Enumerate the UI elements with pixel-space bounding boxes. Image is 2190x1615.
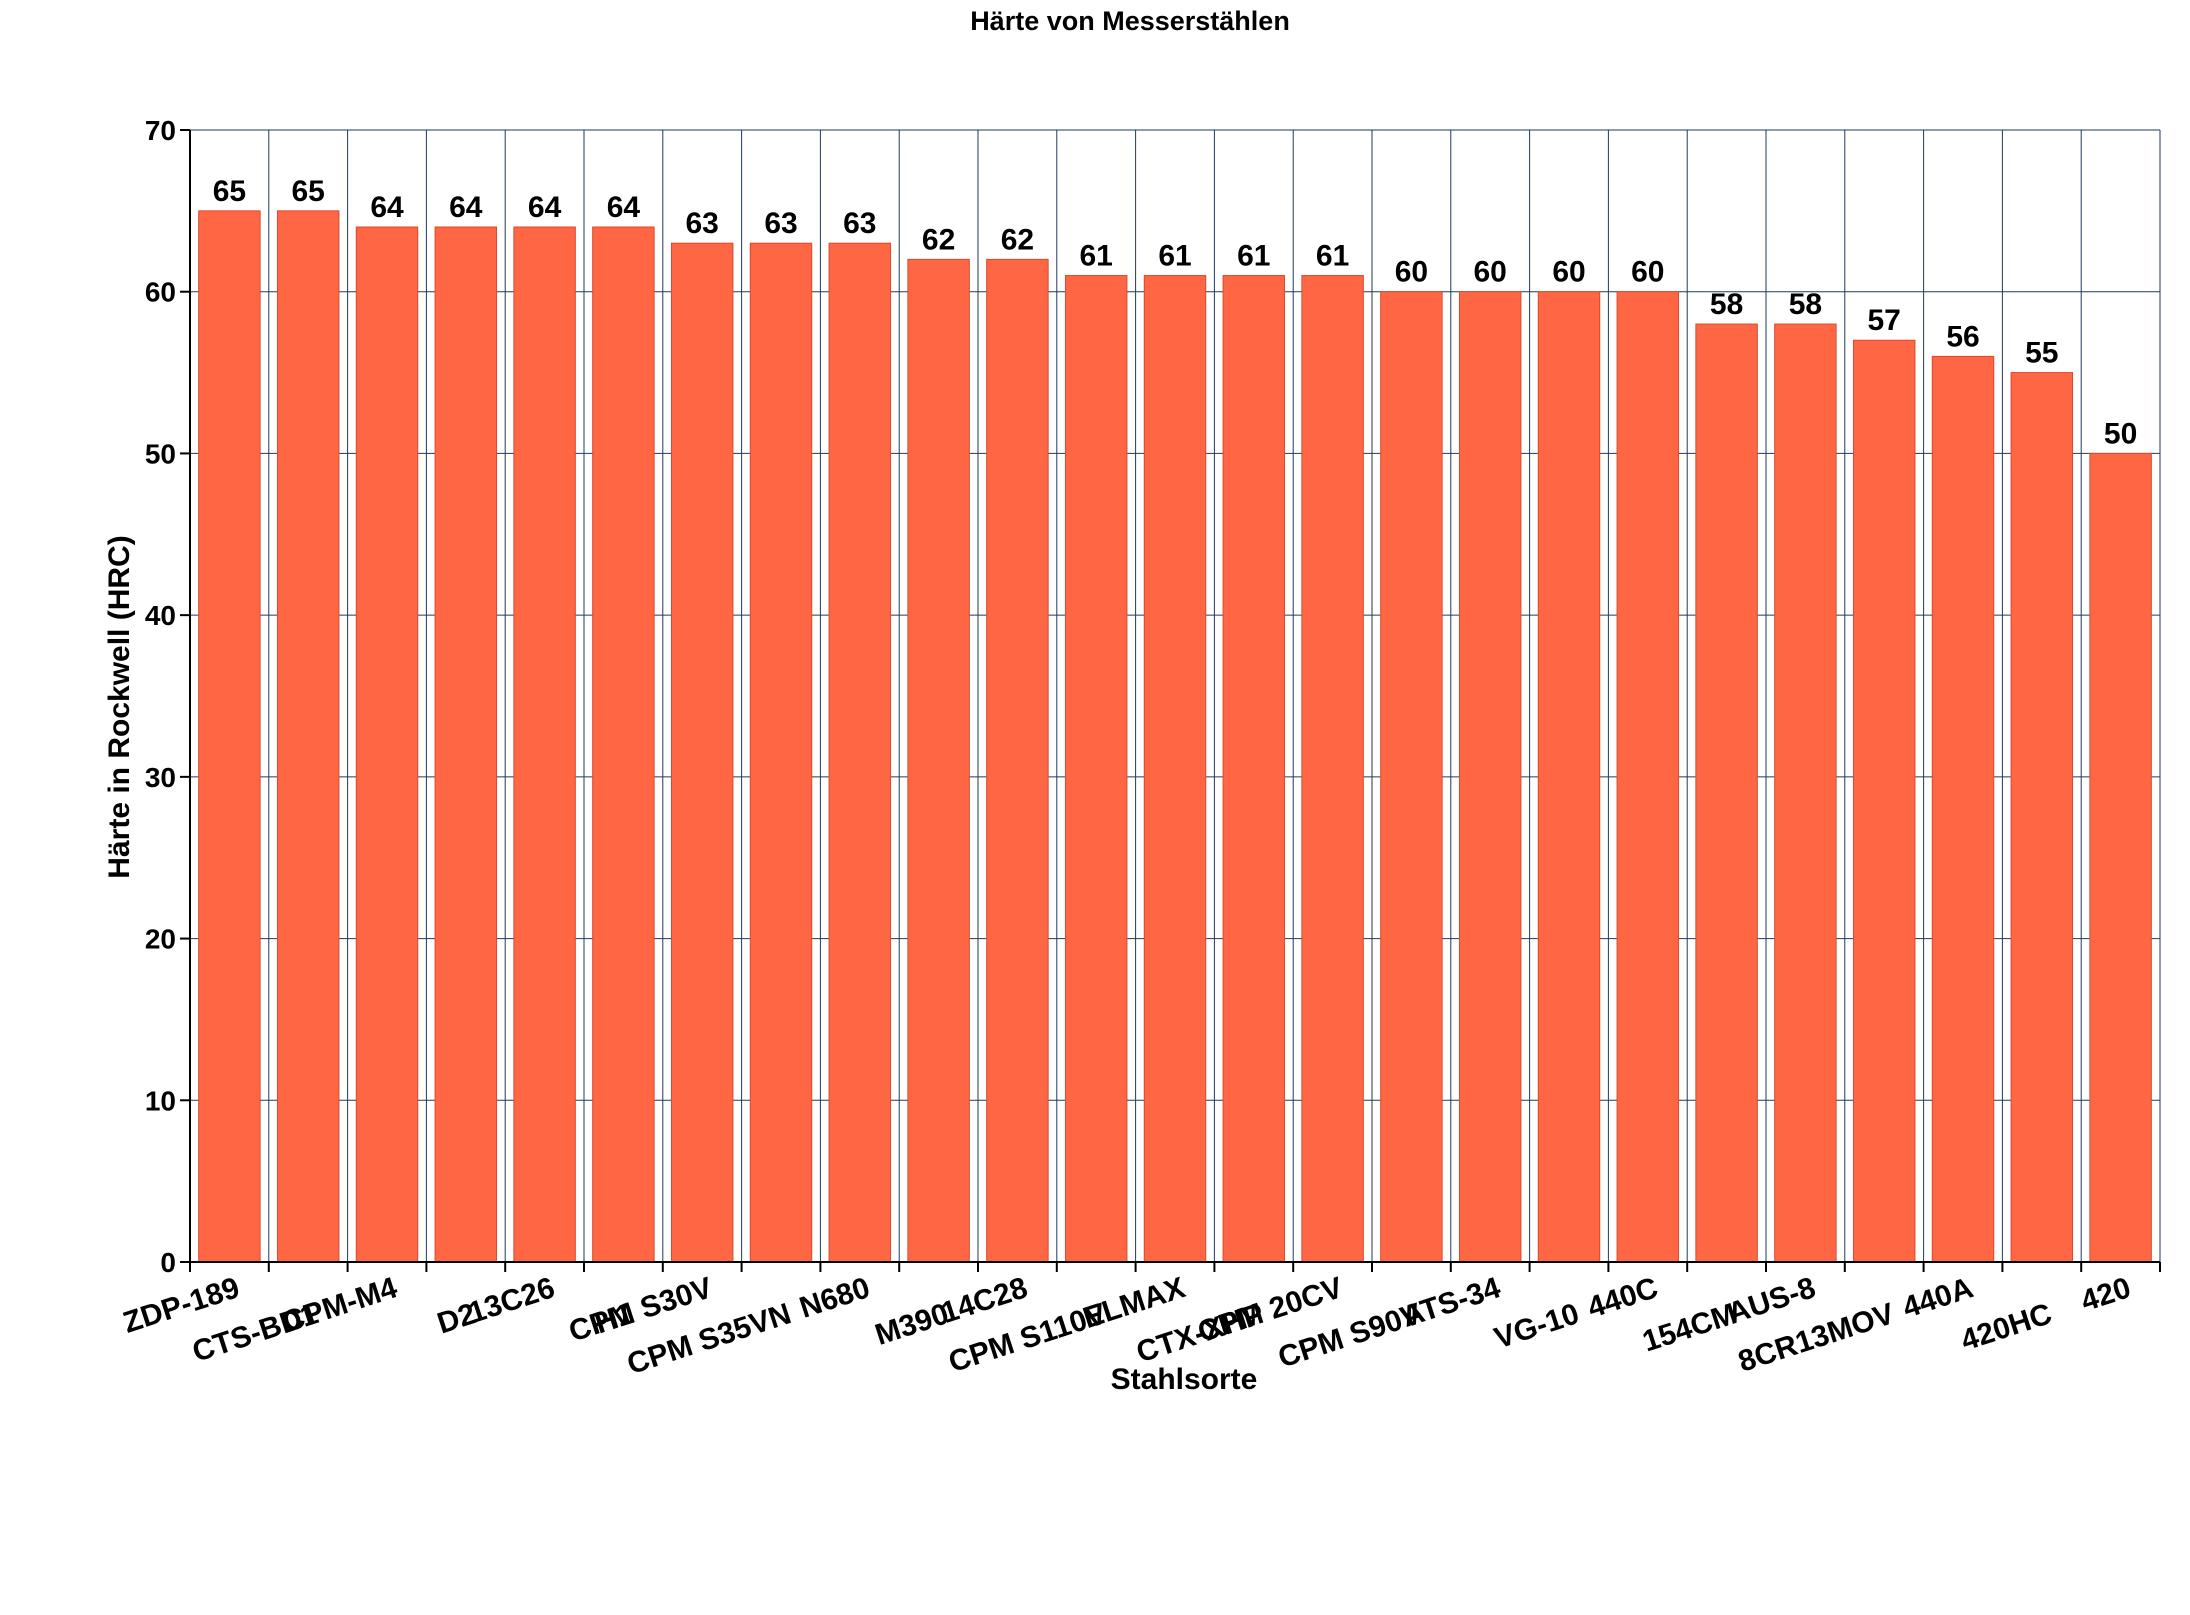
y-tick-label: 60 bbox=[145, 277, 176, 308]
y-tick-label: 70 bbox=[145, 115, 176, 146]
data-label: 60 bbox=[1474, 256, 1507, 289]
bar-vg-10 bbox=[1537, 291, 1601, 1263]
y-tick-label: 50 bbox=[145, 438, 176, 469]
data-label: 63 bbox=[764, 207, 797, 240]
data-label: 58 bbox=[1789, 288, 1822, 321]
bars-layer bbox=[198, 210, 2152, 1263]
data-label: 65 bbox=[213, 175, 246, 208]
bar-cpm-s35vn bbox=[749, 242, 813, 1263]
bar-cpm-20cv bbox=[1301, 275, 1364, 1263]
data-label: 57 bbox=[1868, 304, 1901, 337]
x-tick-label: ATS-34 bbox=[1398, 1271, 1505, 1334]
bar-h1 bbox=[592, 226, 655, 1263]
y-axis-title: Härte in Rockwell (HRC) bbox=[103, 535, 136, 878]
bar-cpm-s110v bbox=[1064, 275, 1128, 1263]
bar-cpm-m4 bbox=[355, 226, 419, 1263]
x-tick-label: 420HC bbox=[1957, 1297, 2056, 1357]
data-label: 62 bbox=[922, 223, 955, 256]
bar-aus-8 bbox=[1774, 323, 1837, 1263]
bar-m390 bbox=[907, 258, 970, 1263]
bar-elmax bbox=[1143, 275, 1207, 1263]
bar-154cm bbox=[1695, 323, 1758, 1263]
bar-14c28 bbox=[986, 258, 1049, 1263]
data-label: 63 bbox=[686, 207, 719, 240]
bar-cpm-s90v bbox=[1380, 291, 1443, 1263]
data-label: 55 bbox=[2025, 337, 2058, 370]
data-label: 61 bbox=[1158, 240, 1191, 273]
y-tick-label: 30 bbox=[145, 762, 176, 793]
bar-420 bbox=[2089, 452, 2152, 1263]
bar-420hc bbox=[2010, 372, 2074, 1263]
data-label: 61 bbox=[1316, 240, 1349, 273]
data-label: 64 bbox=[607, 191, 641, 224]
data-label: 60 bbox=[1552, 256, 1585, 289]
y-tick-label: 10 bbox=[145, 1085, 176, 1116]
data-label: 64 bbox=[528, 191, 562, 224]
bar-cpm-s30v bbox=[670, 242, 734, 1263]
data-label: 64 bbox=[370, 191, 404, 224]
bar-440a bbox=[1931, 355, 1995, 1263]
data-label: 50 bbox=[2104, 417, 2137, 450]
x-tick-label: CPM-M4 bbox=[278, 1271, 401, 1339]
bar-n680 bbox=[828, 242, 892, 1263]
bar-zdp-189 bbox=[198, 210, 261, 1263]
bar-13c26 bbox=[513, 226, 576, 1263]
chart-title: Härte von Messerstählen bbox=[970, 6, 1290, 36]
bar-d2 bbox=[434, 226, 498, 1263]
data-label: 61 bbox=[1237, 240, 1270, 273]
data-label: 61 bbox=[1080, 240, 1113, 273]
bar-440c bbox=[1616, 291, 1680, 1263]
data-label: 60 bbox=[1395, 256, 1428, 289]
data-label: 63 bbox=[843, 207, 876, 240]
x-axis-title: Stahlsorte bbox=[1111, 1363, 1258, 1396]
y-tick-label: 40 bbox=[145, 600, 176, 631]
x-tick-label: 420 bbox=[2077, 1271, 2135, 1318]
bar-ats-34 bbox=[1458, 291, 1522, 1263]
x-tick-label: N680 bbox=[796, 1271, 874, 1325]
data-label: 56 bbox=[1946, 320, 1979, 353]
data-label: 64 bbox=[449, 191, 483, 224]
data-label: 65 bbox=[292, 175, 325, 208]
data-label: 60 bbox=[1631, 256, 1664, 289]
axes-layer bbox=[180, 129, 2161, 1272]
x-tick-label: 13C26 bbox=[464, 1271, 558, 1330]
x-tick-label: AUS-8 bbox=[1724, 1271, 1820, 1330]
x-tick-label: VG-10 bbox=[1490, 1297, 1583, 1355]
y-tick-label: 20 bbox=[145, 924, 176, 955]
x-tick-label: 14C28 bbox=[937, 1271, 1031, 1330]
bar-8cr13mov bbox=[1852, 339, 1916, 1263]
bar-ctx-xhp bbox=[1222, 275, 1286, 1263]
x-tick-label: 440C bbox=[1584, 1271, 1662, 1325]
bar-cts-bd1 bbox=[276, 210, 340, 1263]
y-tick-label: 0 bbox=[160, 1247, 176, 1278]
data-label: 58 bbox=[1710, 288, 1743, 321]
x-tick-label: 440A bbox=[1899, 1271, 1977, 1325]
data-label: 62 bbox=[1001, 223, 1034, 256]
